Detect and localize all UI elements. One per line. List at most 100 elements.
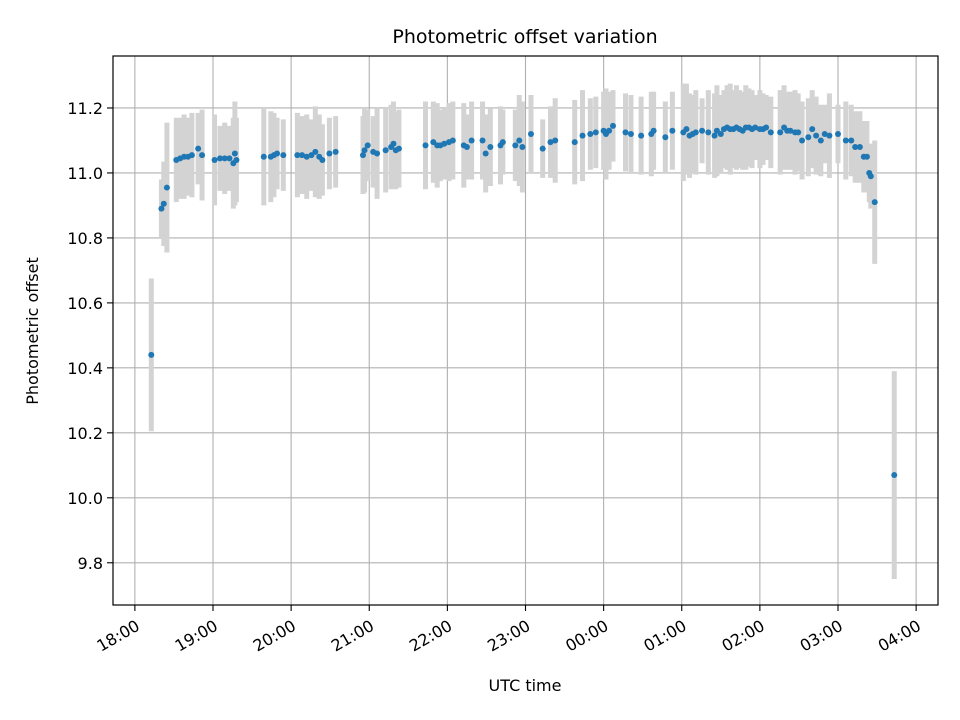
data-point: [374, 150, 381, 157]
data-point: [280, 152, 287, 159]
data-point: [692, 129, 699, 136]
data-point: [871, 199, 878, 206]
data-point: [360, 152, 366, 159]
data-point: [441, 140, 448, 147]
data-point: [817, 137, 824, 144]
y-tick-label: 10.0: [67, 489, 103, 508]
data-point: [221, 155, 228, 162]
data-point: [587, 130, 594, 137]
data-point: [891, 472, 898, 479]
data-point: [188, 152, 195, 159]
data-point: [571, 139, 578, 146]
data-point: [622, 129, 629, 136]
data-point: [364, 142, 371, 149]
data-point: [592, 129, 599, 136]
data-point: [390, 140, 397, 147]
data-point: [299, 152, 306, 159]
data-point: [763, 124, 770, 131]
data-point: [795, 129, 802, 136]
y-tick-label: 10.2: [67, 424, 103, 443]
data-point: [826, 132, 833, 139]
data-point: [195, 145, 202, 152]
data-point: [777, 129, 784, 136]
data-point: [382, 147, 389, 154]
data-point: [539, 145, 546, 152]
data-point: [499, 139, 506, 146]
data-point: [852, 143, 859, 150]
data-point: [332, 148, 339, 155]
data-point: [395, 145, 402, 152]
data-point: [211, 156, 218, 163]
data-point: [835, 130, 841, 137]
data-point: [669, 127, 676, 134]
data-point: [848, 137, 855, 144]
data-point: [867, 173, 874, 180]
data-point: [303, 153, 310, 160]
data-point: [767, 129, 774, 136]
data-point: [158, 205, 165, 212]
data-point: [274, 150, 281, 157]
data-point: [717, 130, 724, 137]
data-point: [468, 137, 475, 144]
data-point: [326, 150, 333, 157]
data-point: [199, 152, 206, 159]
data-point: [463, 143, 470, 150]
data-point: [260, 153, 267, 160]
data-point: [705, 129, 712, 136]
data-point: [231, 150, 238, 157]
data-point: [842, 137, 849, 144]
data-point: [547, 139, 554, 146]
data-point: [361, 147, 368, 154]
data-point: [312, 148, 319, 155]
data-point: [552, 137, 559, 144]
data-point: [519, 143, 526, 150]
data-points: [148, 122, 898, 479]
chart-title: Photometric offset variation: [392, 26, 657, 48]
y-tick-label: 11.0: [67, 164, 103, 183]
data-point: [805, 134, 812, 141]
data-point: [809, 126, 816, 133]
data-point: [449, 137, 456, 144]
y-tick-label: 10.8: [67, 229, 103, 248]
y-tick-label: 9.8: [78, 554, 103, 573]
data-point: [821, 130, 828, 137]
data-point: [638, 132, 645, 139]
data-point: [516, 137, 523, 144]
data-point: [527, 130, 534, 137]
data-point: [482, 150, 489, 157]
data-point: [294, 152, 301, 159]
data-point: [627, 130, 634, 137]
data-point: [856, 143, 863, 150]
y-axis-title: Photometric offset: [23, 257, 42, 405]
data-point: [233, 156, 240, 163]
data-point: [479, 137, 486, 144]
data-point: [217, 155, 224, 162]
data-point: [606, 127, 613, 134]
data-point: [650, 127, 657, 134]
data-point: [699, 127, 706, 134]
data-point: [163, 184, 170, 191]
y-tick-label: 10.6: [67, 294, 103, 313]
data-point: [422, 142, 429, 149]
y-tick-label: 10.4: [67, 359, 103, 378]
data-point: [160, 200, 167, 207]
y-tick-label: 11.2: [67, 99, 103, 118]
data-point: [512, 142, 519, 149]
y-axis-ticks: 9.8 10.0 10.2 10.4 10.6 10.8 11.0 11.2: [67, 99, 113, 573]
data-point: [579, 132, 586, 139]
data-point: [711, 132, 718, 139]
data-point: [662, 134, 669, 141]
data-point: [226, 155, 233, 162]
data-point: [813, 132, 820, 139]
data-point: [610, 122, 616, 129]
data-point: [319, 156, 326, 163]
data-point: [683, 126, 690, 133]
data-point: [148, 351, 155, 358]
data-point: [863, 153, 870, 160]
x-axis-title: UTC time: [489, 676, 562, 695]
data-point: [799, 137, 806, 144]
data-point: [752, 124, 759, 131]
data-point: [487, 143, 494, 150]
data-point: [787, 127, 794, 134]
